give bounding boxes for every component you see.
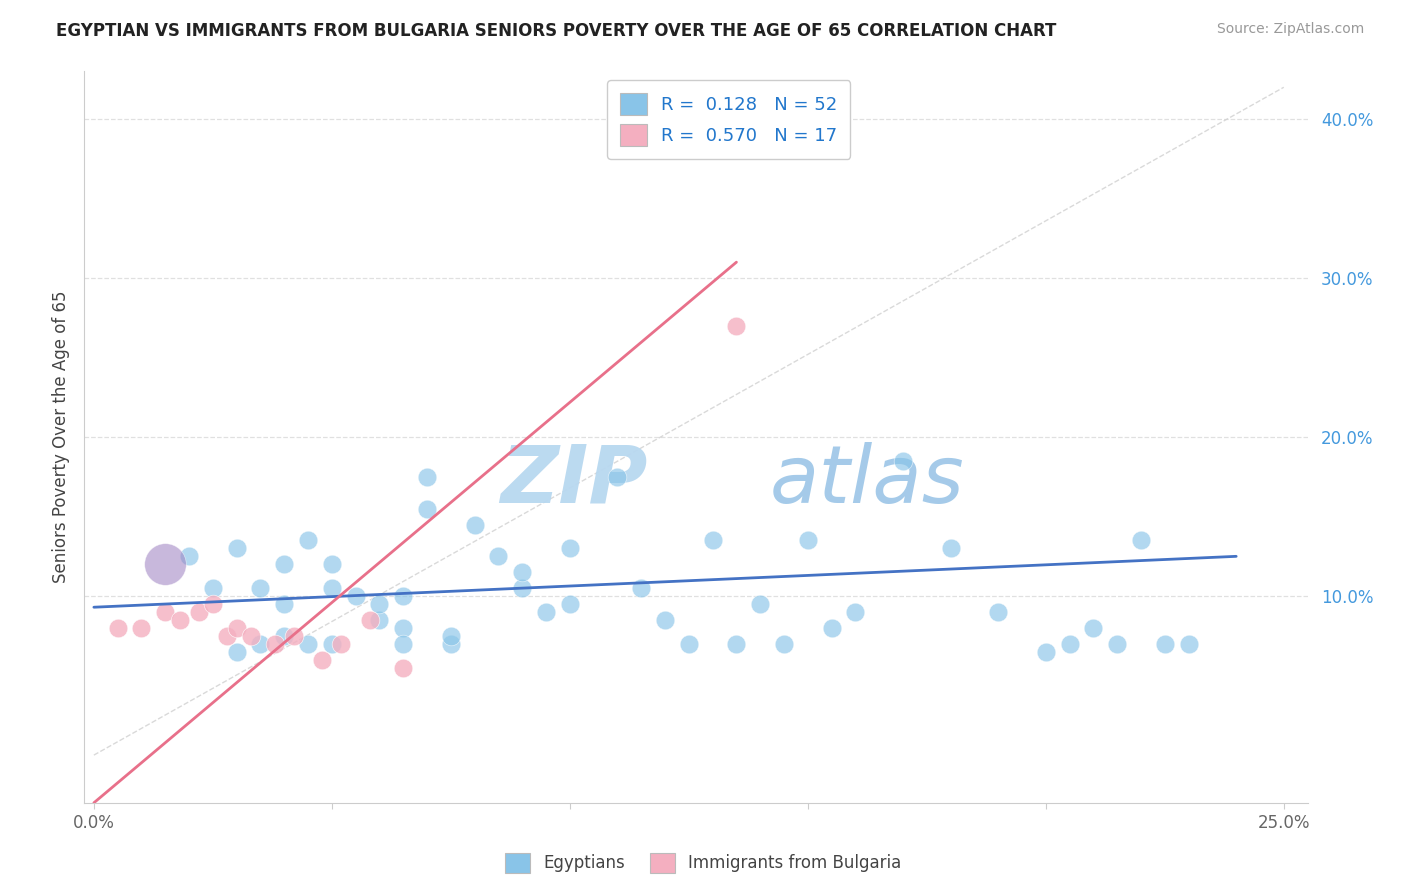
Point bbox=[368, 597, 391, 611]
Point bbox=[225, 621, 247, 635]
Legend: Egyptians, Immigrants from Bulgaria: Egyptians, Immigrants from Bulgaria bbox=[498, 847, 908, 880]
Point bbox=[392, 621, 415, 635]
Point bbox=[392, 660, 415, 674]
Point bbox=[131, 621, 153, 635]
Point bbox=[654, 136, 676, 150]
Point bbox=[510, 581, 533, 595]
Point bbox=[344, 589, 367, 603]
Point bbox=[321, 637, 343, 651]
Point bbox=[273, 629, 295, 643]
Point bbox=[678, 637, 700, 651]
Point bbox=[606, 470, 628, 484]
Point bbox=[239, 629, 262, 643]
Point bbox=[217, 629, 239, 643]
Point bbox=[249, 581, 271, 595]
Point bbox=[155, 605, 177, 619]
Point bbox=[416, 470, 439, 484]
Point bbox=[749, 597, 772, 611]
Legend: R =  0.128   N = 52, R =  0.570   N = 17: R = 0.128 N = 52, R = 0.570 N = 17 bbox=[607, 80, 851, 159]
Point bbox=[201, 581, 224, 595]
Point bbox=[464, 517, 486, 532]
Point bbox=[558, 541, 581, 556]
Point bbox=[488, 549, 510, 564]
Point bbox=[187, 605, 209, 619]
Y-axis label: Seniors Poverty Over the Age of 65: Seniors Poverty Over the Age of 65 bbox=[52, 291, 70, 583]
Point bbox=[273, 558, 295, 572]
Point bbox=[1035, 645, 1057, 659]
Point bbox=[311, 653, 333, 667]
Point bbox=[297, 637, 319, 651]
Point bbox=[283, 629, 305, 643]
Point bbox=[297, 533, 319, 548]
Point bbox=[225, 645, 247, 659]
Point bbox=[368, 613, 391, 627]
Point bbox=[177, 549, 200, 564]
Text: EGYPTIAN VS IMMIGRANTS FROM BULGARIA SENIORS POVERTY OVER THE AGE OF 65 CORRELAT: EGYPTIAN VS IMMIGRANTS FROM BULGARIA SEN… bbox=[56, 22, 1057, 40]
Point bbox=[534, 605, 557, 619]
Point bbox=[440, 629, 463, 643]
Point bbox=[1059, 637, 1081, 651]
Point bbox=[263, 637, 285, 651]
Point bbox=[510, 566, 533, 580]
Point bbox=[725, 318, 748, 333]
Point bbox=[820, 621, 842, 635]
Point bbox=[1130, 533, 1153, 548]
Point bbox=[169, 613, 191, 627]
Point bbox=[558, 597, 581, 611]
Point bbox=[392, 589, 415, 603]
Point bbox=[321, 558, 343, 572]
Point bbox=[416, 501, 439, 516]
Point bbox=[1153, 637, 1175, 651]
Point bbox=[330, 637, 353, 651]
Text: atlas: atlas bbox=[769, 442, 965, 520]
Point bbox=[440, 637, 463, 651]
Point bbox=[392, 637, 415, 651]
Point bbox=[702, 533, 724, 548]
Point bbox=[1083, 621, 1105, 635]
Point bbox=[987, 605, 1010, 619]
Point bbox=[939, 541, 962, 556]
Point bbox=[891, 454, 914, 468]
Point bbox=[273, 597, 295, 611]
Point bbox=[201, 597, 224, 611]
Point bbox=[773, 637, 796, 651]
Point bbox=[844, 605, 866, 619]
Point bbox=[155, 558, 177, 572]
Point bbox=[321, 581, 343, 595]
Point bbox=[654, 613, 676, 627]
Point bbox=[1107, 637, 1129, 651]
Text: Source: ZipAtlas.com: Source: ZipAtlas.com bbox=[1216, 22, 1364, 37]
Point bbox=[107, 621, 129, 635]
Point bbox=[225, 541, 247, 556]
Point bbox=[797, 533, 820, 548]
Point bbox=[249, 637, 271, 651]
Point bbox=[725, 637, 748, 651]
Text: ZIP: ZIP bbox=[499, 442, 647, 520]
Point bbox=[1177, 637, 1199, 651]
Point bbox=[630, 581, 652, 595]
Point bbox=[359, 613, 381, 627]
